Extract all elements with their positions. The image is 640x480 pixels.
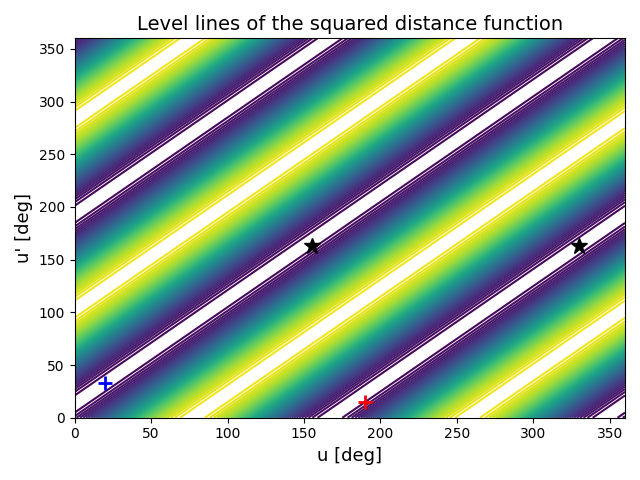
X-axis label: u [deg]: u [deg] [317,447,382,465]
Title: Level lines of the squared distance function: Level lines of the squared distance func… [137,15,563,34]
Y-axis label: u' [deg]: u' [deg] [15,193,33,263]
